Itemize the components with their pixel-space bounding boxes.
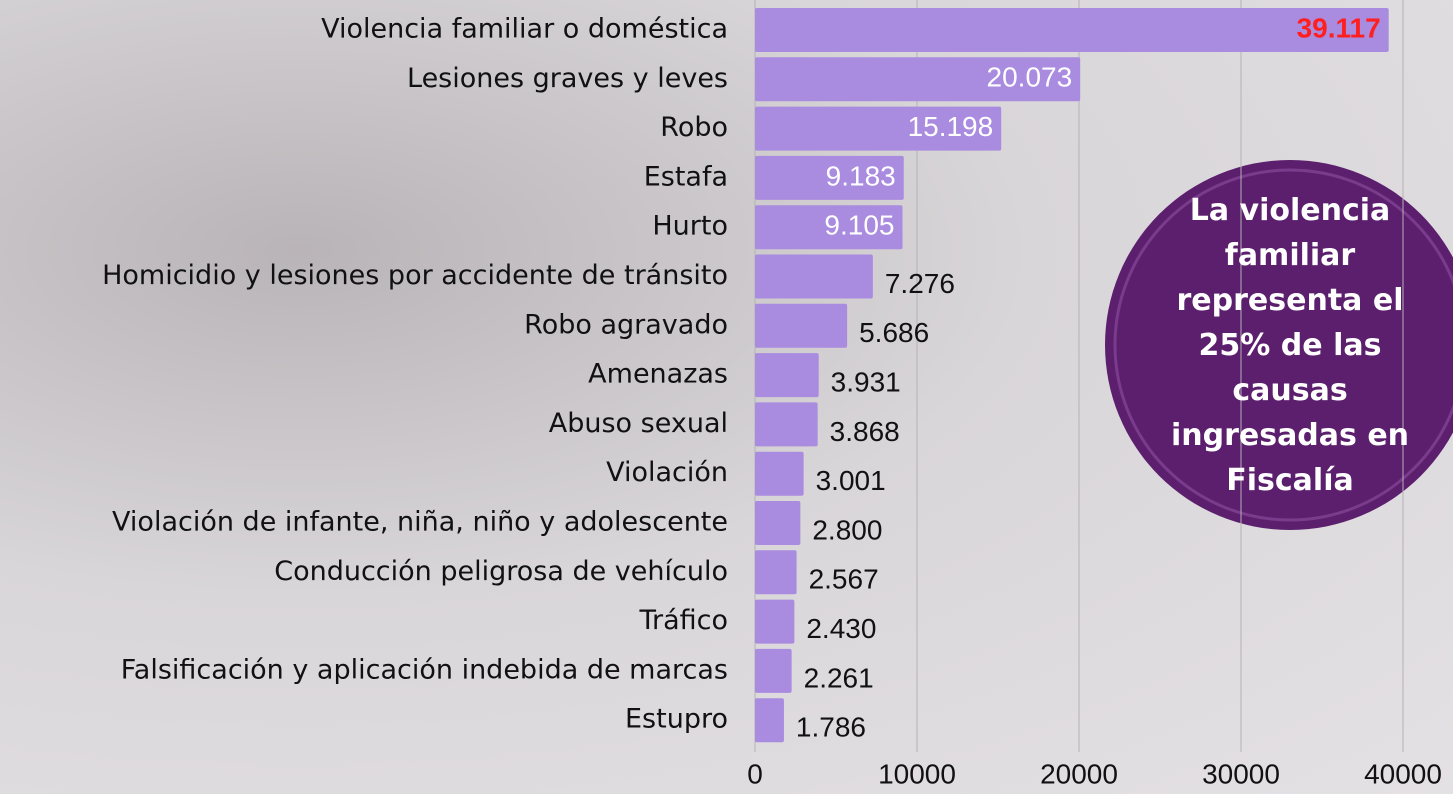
y-tick-label: Falsificación y aplicación indebida de m… (121, 654, 728, 685)
value-label: 7.276 (885, 268, 955, 299)
y-tick-label: Estafa (644, 161, 728, 192)
y-tick-label: Violencia familiar o doméstica (321, 14, 728, 45)
bar (755, 649, 792, 693)
value-label: 2.430 (806, 613, 876, 644)
value-label: 1.786 (796, 712, 866, 743)
y-tick-label: Tráfico (638, 605, 728, 636)
value-label: 3.868 (830, 416, 900, 447)
y-tick-label: Violación de infante, niña, niño y adole… (112, 507, 728, 538)
x-tick-label: 30000 (1202, 758, 1280, 789)
x-tick-label: 20000 (1040, 758, 1118, 789)
y-tick-label: Lesiones graves y leves (407, 63, 728, 94)
value-label: 39.117 (1297, 12, 1381, 43)
y-tick-label: Estupro (625, 704, 728, 735)
bar (755, 353, 819, 397)
y-tick-label: Homicidio y lesiones por accidente de tr… (102, 260, 728, 291)
bar (755, 550, 797, 594)
annotation: La violencia familiar representa el 25% … (1140, 188, 1440, 503)
bar (755, 698, 784, 742)
bar (755, 452, 804, 496)
y-tick-label: Conducción peligrosa de vehículo (274, 556, 728, 587)
bar (755, 402, 818, 446)
bar (755, 501, 800, 545)
value-label: 3.001 (816, 465, 886, 496)
y-tick-label: Violación (606, 457, 728, 488)
value-label: 2.800 (812, 514, 882, 545)
page: 0 10000 20000 30000 40000 39.117 Violencia fam… (0, 0, 1453, 794)
value-label: 2.261 (804, 662, 874, 693)
value-label: 3.931 (831, 366, 901, 397)
y-tick-label: Abuso sexual (549, 408, 728, 439)
value-label: 15.198 (908, 111, 994, 142)
x-tick-label: 40000 (1364, 758, 1442, 789)
value-label: 2.567 (809, 564, 879, 595)
value-label: 9.183 (826, 160, 896, 191)
bar (755, 304, 847, 348)
value-label: 20.073 (987, 62, 1073, 93)
x-tick-label: 0 (747, 758, 763, 789)
y-tick-label: Robo agravado (524, 309, 728, 340)
y-tick-label: Hurto (652, 211, 728, 242)
value-label: 9.105 (824, 210, 894, 241)
bar (755, 255, 873, 299)
x-tick-label: 10000 (878, 758, 956, 789)
y-tick-label: Amenazas (588, 359, 728, 390)
bar (755, 8, 1389, 52)
y-tick-label: Robo (660, 112, 728, 143)
bar (755, 600, 794, 644)
value-label: 5.686 (859, 317, 929, 348)
